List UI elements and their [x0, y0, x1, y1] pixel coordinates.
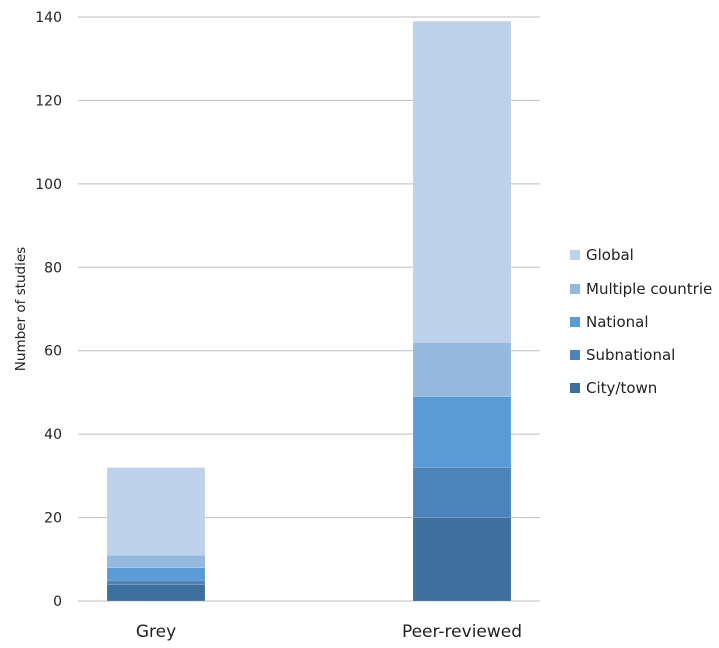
y-tick-label-60: 60	[44, 344, 62, 360]
y-tick-label-100: 100	[35, 177, 62, 193]
bar-peer-reviewed-subnational	[412, 467, 512, 518]
bar-grey-city-town	[106, 584, 206, 602]
legend-swatch-4	[570, 383, 580, 393]
legend-label-0: Global	[586, 246, 634, 264]
legend-label-4: City/town	[586, 379, 657, 397]
y-axis-title: Number of studies	[13, 247, 29, 371]
y-tick-label-80: 80	[44, 260, 62, 276]
bar-grey-national	[106, 567, 206, 581]
legend: Global Multiple countrie National Subnation…	[570, 246, 712, 397]
bar-grey-multiple-countries	[106, 554, 206, 568]
y-tick-label-140: 140	[35, 10, 62, 26]
category-label-0: Grey	[136, 622, 176, 642]
bar-peer-reviewed-multiple-countries	[412, 342, 512, 397]
legend-label-1: Multiple countrie	[586, 280, 712, 298]
y-tick-labels: 0 20 40 60 80 100 120 140	[35, 10, 62, 610]
category-label-1: Peer-reviewed	[402, 622, 522, 642]
bar-grey-global	[106, 467, 206, 556]
y-tick-label-40: 40	[44, 427, 62, 443]
category-labels: Grey Peer-reviewed	[136, 622, 522, 642]
bars	[106, 20, 512, 602]
legend-label-2: National	[586, 313, 649, 331]
legend-swatch-3	[570, 350, 580, 360]
legend-swatch-2	[570, 317, 580, 327]
bar-peer-reviewed-global	[412, 20, 512, 343]
bar-grey-subnational	[106, 579, 206, 585]
y-tick-label-120: 120	[35, 93, 62, 109]
legend-label-3: Subnational	[586, 346, 675, 364]
legend-swatch-0	[570, 250, 580, 260]
y-tick-label-0: 0	[53, 594, 62, 610]
y-tick-label-20: 20	[44, 511, 62, 527]
bar-peer-reviewed-national	[412, 396, 512, 468]
legend-swatch-1	[570, 284, 580, 294]
bar-peer-reviewed-city-town	[412, 517, 512, 602]
